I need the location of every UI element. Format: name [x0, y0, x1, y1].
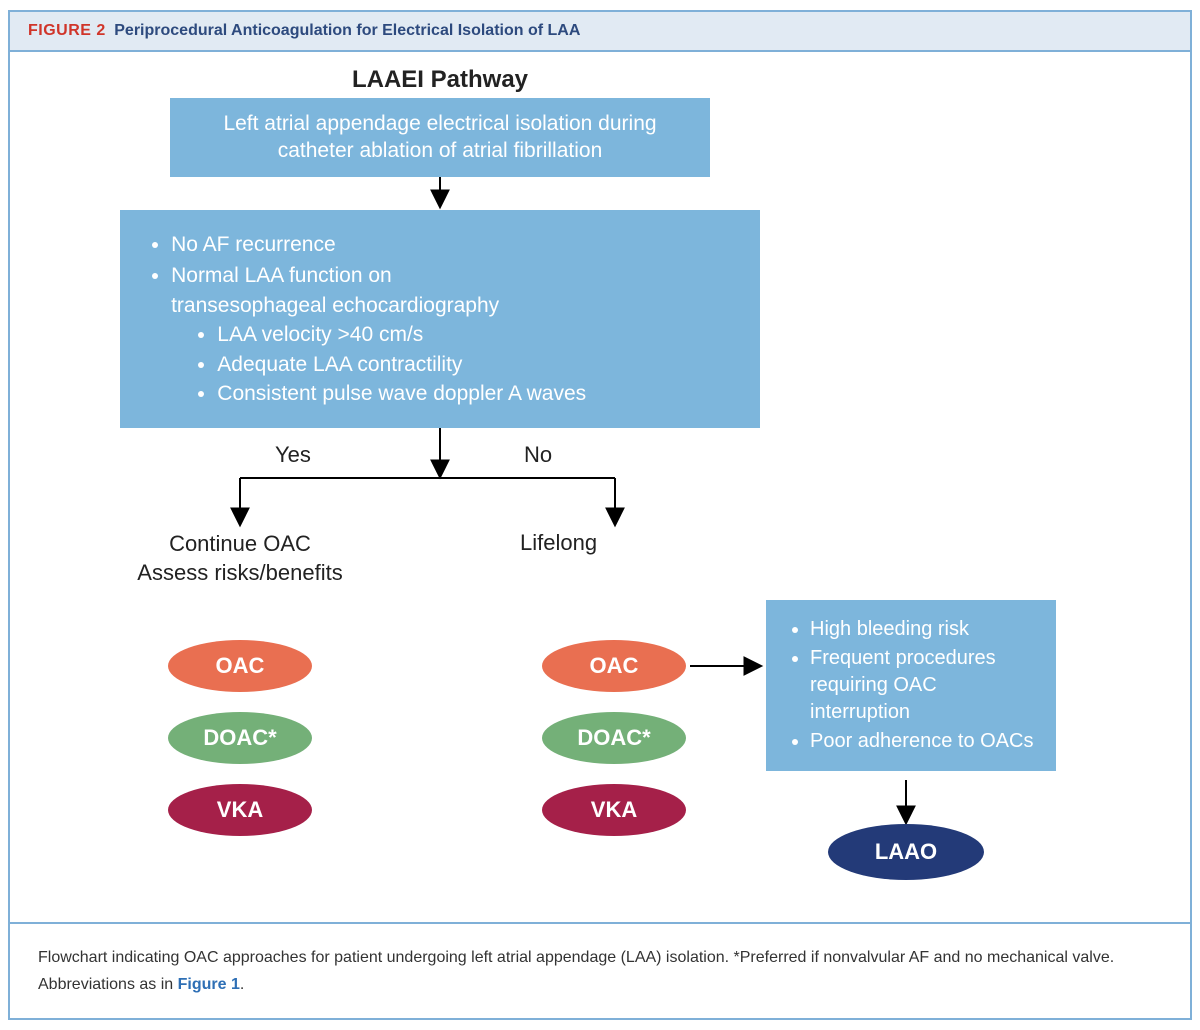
ellipse-oac-left: OAC [168, 640, 312, 692]
caption-after: . [240, 976, 244, 993]
figure-prefix: FIGURE 2 [28, 22, 110, 39]
risk-3: Poor adherence to OACs [810, 728, 1040, 755]
box-risk: High bleeding risk Frequent procedures r… [766, 600, 1056, 771]
risk-2b: requiring OAC [810, 674, 937, 696]
figure-title: Periprocedural Anticoagulation for Elect… [114, 22, 580, 39]
ellipse-vka-left: VKA [168, 784, 312, 836]
branch-no-label: No [524, 442, 552, 468]
branch-left-h1: Continue OAC [110, 530, 370, 559]
box-start-line1: Left atrial appendage electrical isolati… [188, 110, 692, 137]
risk-1: High bleeding risk [810, 616, 1040, 643]
box-start-line2: catheter ablation of atrial fibrillation [188, 137, 692, 164]
risk-2c: interruption [810, 701, 910, 723]
figure-header: FIGURE 2 Periprocedural Anticoagulation … [10, 12, 1190, 52]
crit-2a: Normal LAA function on [171, 264, 392, 287]
ellipse-oac-right: OAC [542, 640, 686, 692]
crit-s2: Adequate LAA contractility [217, 350, 738, 379]
crit-1: No AF recurrence [171, 230, 738, 259]
ellipse-laao: LAAO [828, 824, 984, 880]
crit-2b: transesophageal echocardiography [171, 294, 499, 317]
crit-s1: LAA velocity >40 cm/s [217, 320, 738, 349]
figure-body: LAAEI Pathway Left atrial appendage elec… [10, 52, 1190, 922]
box-criteria: No AF recurrence Normal LAA function on … [120, 210, 760, 428]
branch-left-h2: Assess risks/benefits [110, 559, 370, 588]
caption-ref[interactable]: Figure 1 [178, 976, 240, 993]
box-start: Left atrial appendage electrical isolati… [170, 98, 710, 177]
branch-left-heading: Continue OAC Assess risks/benefits [110, 530, 370, 587]
pathway-title: LAAEI Pathway [310, 66, 570, 94]
crit-s3: Consistent pulse wave doppler A waves [217, 379, 738, 408]
risk-2a: Frequent procedures [810, 647, 996, 669]
ellipse-doac-left: DOAC* [168, 712, 312, 764]
branch-right-heading: Lifelong [520, 530, 710, 556]
ellipse-doac-right: DOAC* [542, 712, 686, 764]
branch-yes-label: Yes [275, 442, 311, 468]
ellipse-vka-right: VKA [542, 784, 686, 836]
figure-frame: FIGURE 2 Periprocedural Anticoagulation … [8, 10, 1192, 1020]
